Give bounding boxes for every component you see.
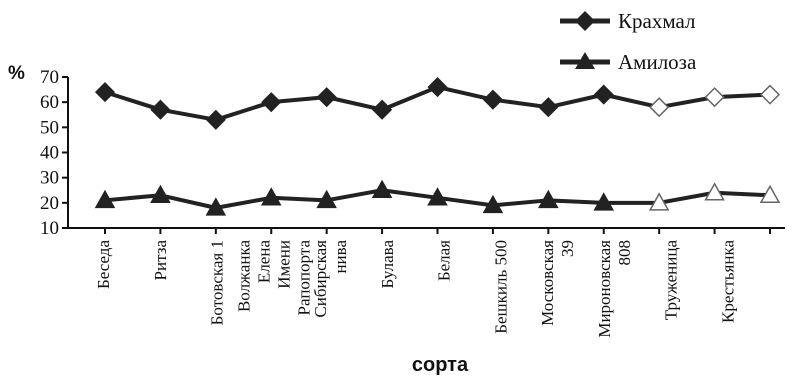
data-point-diamond [538, 97, 559, 118]
data-point-triangle [205, 197, 227, 216]
data-point-triangle [371, 179, 393, 198]
x-tick-label-text: Сибирскаянива [311, 240, 350, 318]
x-tick-label-text: Труженица [662, 240, 681, 321]
x-tick-label-text: Бешкиль 500 [491, 240, 510, 334]
x-tick-label-line: Булава [378, 240, 397, 289]
data-point-diamond [150, 99, 171, 120]
y-tick-label: 50 [40, 117, 59, 138]
x-tick-label-text: Беседа [94, 240, 113, 289]
x-tick-label-line: 808 [615, 240, 634, 266]
data-point-diamond [261, 92, 282, 113]
x-tick-label-line: Ботовская 1 [208, 240, 227, 325]
x-tick-label-text: ВолжанкаЕленаИмениРапопорта [234, 240, 313, 316]
x-tick-label: Московская39 [538, 240, 577, 326]
data-point-triangle [759, 184, 781, 204]
legend-item-amylose: Амилоза [560, 50, 697, 74]
data-point-triangle [482, 194, 504, 214]
x-tick-label-line: Московская [538, 240, 557, 326]
data-point-diamond [759, 84, 781, 105]
y-axis-label: % [8, 63, 25, 84]
x-tick-label-line: нива [331, 240, 350, 274]
x-tick-label-text: Московская39 [538, 240, 577, 326]
data-point-triangle [648, 192, 670, 211]
x-tick-label: Мироновская808 [595, 240, 634, 338]
x-tick-label: Белая [435, 240, 454, 281]
y-tick-label: 70 [40, 67, 59, 88]
x-tick-label-text: Ботовская 1 [208, 240, 227, 325]
legend: Крахмал Амилоза [560, 9, 697, 74]
data-point-diamond [94, 82, 116, 103]
x-tick-label-line: Ритза [151, 240, 170, 281]
data-point-triangle [316, 189, 337, 209]
data-point-diamond [704, 87, 725, 108]
x-tick-label-line: Имени [274, 240, 293, 289]
x-tick-label-text: Ритза [151, 240, 170, 281]
legend-label-starch: Крахмал [618, 9, 695, 33]
data-point-diamond [372, 99, 393, 120]
y-axis: 10 20 30 40 50 60 70 [40, 67, 69, 239]
x-tick-label-line: Белая [435, 240, 454, 281]
x-tick-label: Ботовская 1 [208, 240, 227, 325]
x-tick-label-line: Волжанка [234, 240, 253, 312]
x-tick-label: Труженица [662, 240, 681, 321]
data-point-diamond [593, 84, 614, 105]
legend-triangle-marker [575, 52, 595, 69]
x-tick-label-text: Мироновская808 [595, 240, 634, 338]
y-tick-label: 40 [40, 143, 59, 164]
legend-item-starch: Крахмал [560, 9, 695, 33]
x-tick-label: Ритза [151, 240, 170, 281]
y-tick-label: 60 [40, 92, 59, 113]
y-tick-label: 30 [40, 168, 59, 189]
x-tick-label-line: Беседа [94, 240, 113, 289]
x-tick-label-line: 39 [558, 240, 577, 257]
x-tick-label: Сибирскаянива [311, 240, 350, 318]
x-tick-label-line: Крестьянка [718, 240, 737, 323]
y-tick-label: 10 [40, 218, 59, 239]
data-point-triangle [260, 187, 282, 206]
x-tick-label-line: Елена [254, 240, 273, 284]
x-tick-label-text: Крестьянка [718, 240, 737, 323]
data-point-diamond [482, 89, 503, 110]
x-tick-label: Булава [378, 240, 397, 289]
x-tick-label-line: Сибирская [311, 240, 330, 318]
x-tick-label-line: Труженица [662, 240, 681, 321]
data-point-triangle [94, 189, 116, 209]
y-tick-label: 20 [40, 193, 59, 214]
legend-diamond-marker [575, 11, 595, 31]
series-layer [94, 77, 781, 216]
data-point-diamond [205, 109, 226, 130]
x-tick-label: Бешкиль 500 [491, 240, 510, 334]
data-point-triangle [704, 182, 725, 201]
x-tick-label: ВолжанкаЕленаИмениРапопорта [234, 240, 313, 316]
x-tick-label: Беседа [94, 240, 113, 289]
x-tick-label-line: Мироновская [595, 240, 614, 338]
data-point-diamond [316, 87, 337, 108]
data-point-triangle [427, 187, 448, 206]
x-tick-label-text: Белая [435, 240, 454, 281]
x-tick-label-text: Булава [378, 240, 397, 289]
legend-label-amylose: Амилоза [618, 50, 697, 74]
x-axis-label: сорта [412, 354, 469, 376]
data-point-diamond [427, 77, 448, 98]
data-point-triangle [538, 189, 559, 209]
series-starch [94, 77, 781, 130]
data-point-diamond [649, 97, 670, 118]
x-tick-label: Крестьянка [718, 240, 737, 323]
series-amylose [94, 179, 781, 216]
x-tick-label-line: Рапопорта [294, 240, 313, 316]
x-axis: Беседа Ритза Ботовская 1 ВолжанкаЕленаИмени… [68, 227, 785, 338]
data-point-triangle [150, 184, 171, 204]
x-tick-label-line: Бешкиль 500 [491, 240, 510, 334]
data-point-triangle [593, 192, 615, 211]
